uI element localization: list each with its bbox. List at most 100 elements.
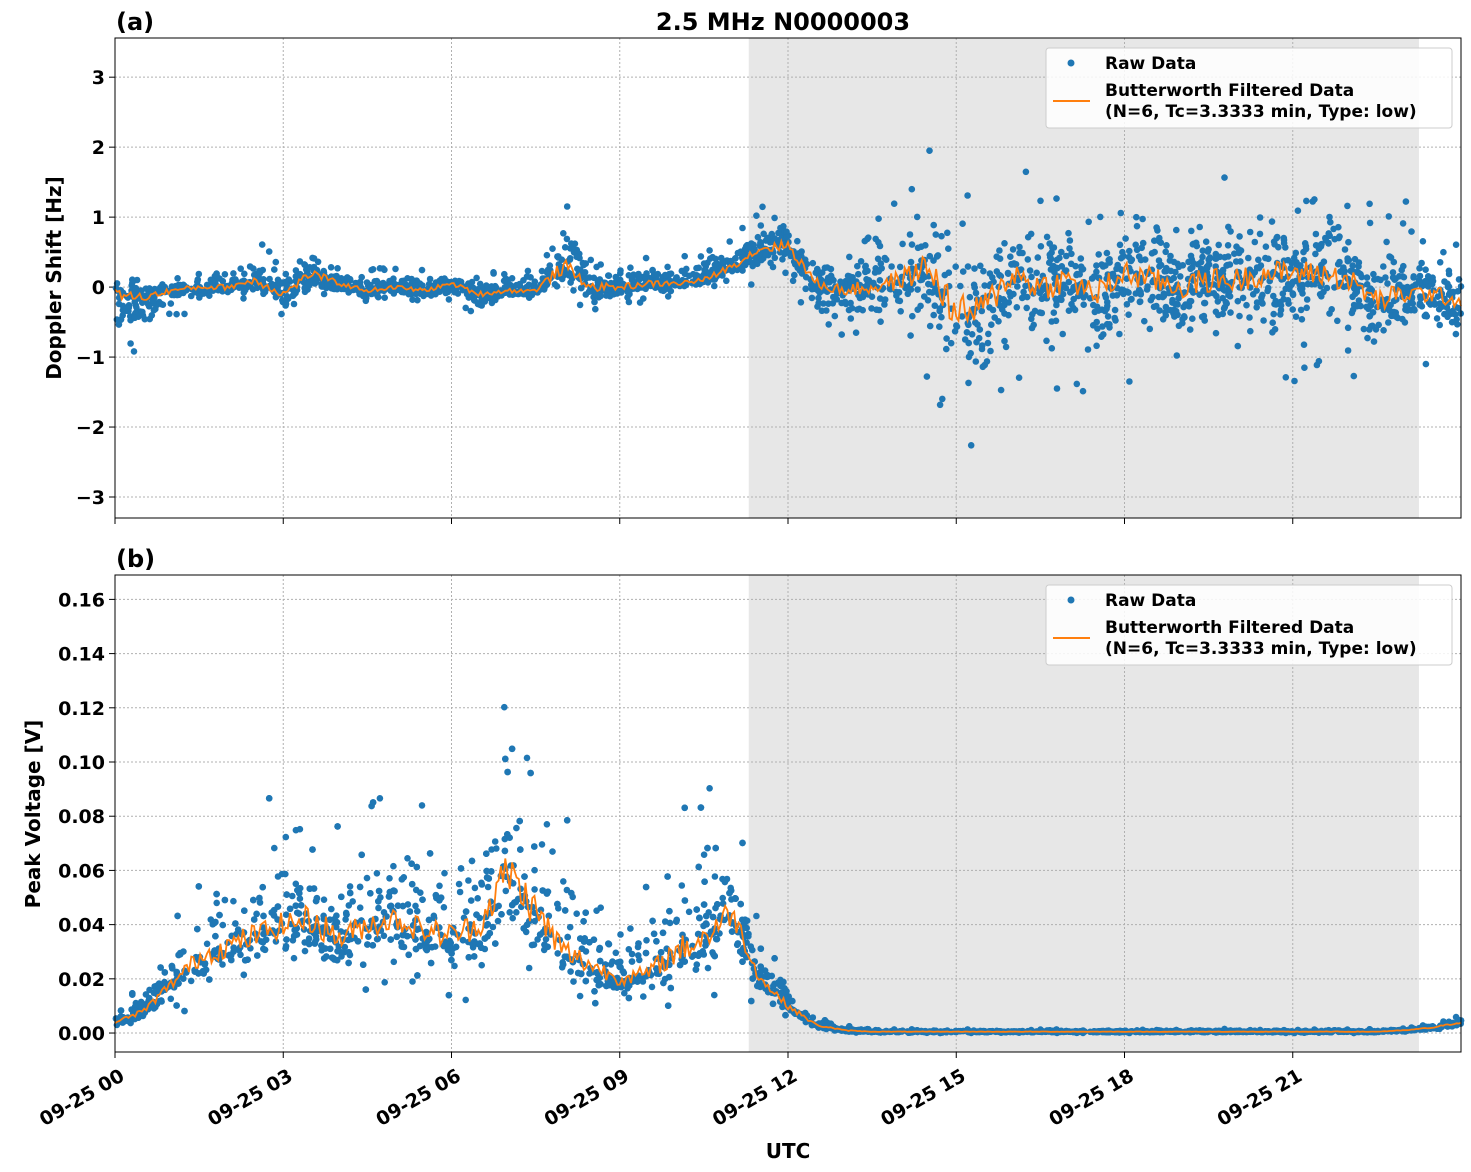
raw-data-point — [1099, 323, 1106, 330]
raw-data-point — [213, 890, 220, 898]
raw-data-point — [573, 910, 580, 917]
raw-data-point — [272, 258, 280, 266]
raw-data-point — [764, 234, 771, 242]
raw-data-point — [673, 274, 680, 281]
raw-data-point — [1231, 250, 1238, 257]
raw-data-point — [314, 258, 322, 266]
raw-data-point — [1038, 309, 1046, 317]
raw-data-point — [253, 952, 261, 959]
raw-data-point — [412, 902, 419, 910]
raw-data-point — [343, 911, 350, 918]
raw-data-point — [1270, 238, 1278, 245]
raw-data-point — [791, 271, 798, 279]
raw-data-point — [924, 297, 932, 304]
raw-data-point — [419, 896, 426, 903]
raw-data-point — [944, 229, 951, 237]
raw-data-point — [1210, 290, 1218, 297]
raw-data-point — [1018, 294, 1026, 302]
raw-data-point — [590, 936, 598, 943]
raw-data-point — [1422, 360, 1430, 368]
raw-data-point — [282, 833, 290, 841]
raw-data-point — [1416, 265, 1423, 272]
raw-data-point — [1382, 274, 1389, 281]
raw-data-point — [309, 254, 316, 262]
raw-data-point — [597, 904, 604, 911]
raw-data-point — [1449, 307, 1456, 315]
raw-data-point — [1270, 310, 1277, 318]
raw-data-point — [1023, 304, 1030, 312]
raw-data-point — [1312, 250, 1319, 258]
raw-data-point — [256, 269, 264, 277]
raw-data-point — [893, 292, 900, 299]
raw-data-point — [1116, 330, 1123, 338]
raw-data-point — [894, 297, 902, 304]
y-tick-label: 0.14 — [58, 644, 105, 666]
raw-data-point — [1246, 228, 1254, 236]
raw-data-point — [1298, 316, 1306, 323]
raw-data-point — [554, 900, 561, 908]
raw-data-point — [531, 886, 538, 893]
raw-data-point — [1187, 252, 1195, 260]
raw-data-point — [467, 897, 475, 904]
raw-data-point — [292, 267, 300, 274]
raw-data-point — [692, 966, 700, 973]
raw-data-point — [1383, 238, 1390, 246]
raw-data-point — [490, 270, 497, 277]
raw-data-point — [711, 991, 718, 999]
raw-data-point — [1424, 273, 1432, 280]
raw-data-point — [1317, 282, 1324, 290]
raw-data-point — [1275, 243, 1282, 251]
raw-data-point — [582, 275, 590, 282]
raw-data-point — [1104, 313, 1112, 320]
raw-data-point — [1422, 311, 1430, 319]
raw-data-point — [1144, 283, 1151, 290]
raw-data-point — [265, 248, 273, 255]
raw-data-point — [568, 240, 575, 247]
raw-data-point — [1256, 214, 1264, 221]
raw-data-point — [985, 330, 992, 338]
raw-data-point — [474, 895, 482, 902]
raw-data-point — [1077, 263, 1085, 271]
raw-data-point — [334, 265, 341, 272]
raw-data-point — [1454, 321, 1461, 328]
raw-data-point — [1245, 254, 1252, 262]
raw-data-point — [250, 265, 257, 272]
raw-data-point — [1027, 230, 1035, 238]
raw-data-point — [871, 269, 879, 276]
raw-data-point — [1128, 295, 1135, 303]
raw-data-point — [789, 277, 797, 285]
raw-data-point — [830, 293, 837, 301]
raw-data-point — [1068, 250, 1075, 258]
raw-data-point — [1093, 318, 1100, 326]
raw-data-point — [1268, 218, 1276, 225]
raw-data-point — [393, 933, 401, 941]
raw-data-point — [237, 265, 244, 273]
raw-data-point — [619, 280, 627, 288]
raw-data-point — [829, 300, 837, 307]
raw-data-point — [554, 950, 561, 957]
raw-data-point — [425, 916, 433, 924]
raw-data-point — [1173, 352, 1181, 359]
raw-data-point — [1411, 307, 1418, 314]
raw-data-point — [381, 979, 389, 986]
raw-data-point — [139, 312, 147, 319]
raw-data-point — [1280, 295, 1287, 303]
raw-data-point — [678, 882, 686, 889]
raw-data-point — [187, 292, 195, 300]
raw-data-point — [868, 293, 876, 301]
raw-data-point — [427, 959, 435, 967]
raw-data-point — [1057, 294, 1064, 302]
raw-data-point — [296, 825, 304, 833]
raw-data-point — [685, 908, 693, 916]
raw-data-point — [409, 296, 416, 304]
raw-data-point — [1271, 326, 1279, 333]
raw-data-point — [538, 267, 546, 275]
raw-data-point — [1199, 253, 1206, 261]
raw-data-point — [943, 335, 950, 342]
raw-data-point — [1280, 239, 1288, 247]
raw-data-point — [261, 946, 269, 954]
raw-data-point — [926, 252, 934, 260]
raw-data-point — [398, 943, 406, 950]
raw-data-point — [1159, 293, 1167, 301]
raw-data-point — [1318, 240, 1325, 248]
